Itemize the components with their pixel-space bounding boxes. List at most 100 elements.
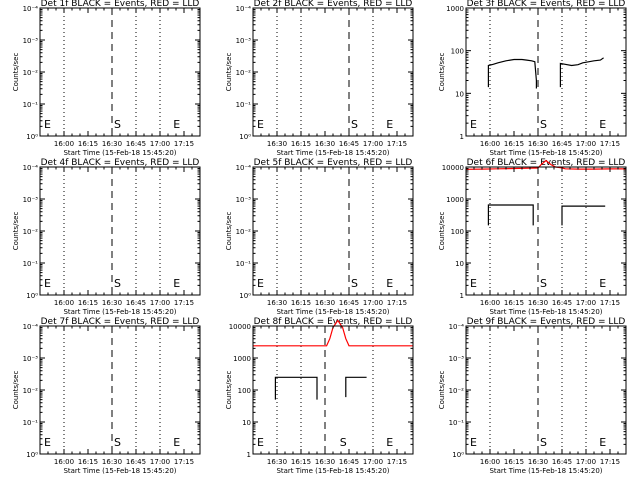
x-tick-label: 16:30 <box>315 299 335 307</box>
start-marker: S <box>540 277 547 290</box>
x-tick-label: 17:15 <box>387 140 407 148</box>
y-tick-label: 1000 <box>446 5 464 13</box>
events-rate-line <box>559 57 604 88</box>
x-axis-label: Start Time (15-Feb-18 15:45:20) <box>276 308 389 316</box>
y-tick-label: 10 <box>242 419 251 427</box>
x-tick-label: 16:45 <box>552 458 572 466</box>
chart-title: Det 7f BLACK = Events, RED = LLD <box>41 317 200 327</box>
x-tick-label: 16:15 <box>504 299 524 307</box>
y-tick-label: 10⁻⁴ <box>23 5 39 13</box>
x-tick-label: 16:00 <box>54 458 74 466</box>
x-tick-label: 16:45 <box>126 140 146 148</box>
y-tick-label: 10⁻³ <box>23 355 39 363</box>
events-rate-line <box>487 58 538 89</box>
y-tick-label: 1000 <box>446 196 464 204</box>
y-tick-label: 10⁻⁴ <box>449 323 465 331</box>
start-marker: S <box>340 436 347 449</box>
chart-panel-9: Det 9f BLACK = Events, RED = LLD 10⁰ 10⁻¹ 1… <box>438 317 627 475</box>
y-axis-label: Counts/sec <box>438 53 446 92</box>
y-tick-label: 10⁻⁴ <box>23 164 39 172</box>
y-axis-label: Counts/sec <box>225 212 233 251</box>
x-tick-label: 16:45 <box>552 140 572 148</box>
chart-panel-5: Det 5f BLACK = Events, RED = LLD 10⁰ 10⁻¹ 1… <box>225 158 414 316</box>
x-tick-label: 17:15 <box>600 458 620 466</box>
end-marker: E <box>470 436 477 449</box>
x-tick-label: 17:00 <box>363 140 383 148</box>
x-tick-label: 16:30 <box>267 458 287 466</box>
y-axis-label: Counts/sec <box>438 371 446 410</box>
chart-title: Det 4f BLACK = Events, RED = LLD <box>41 158 200 168</box>
x-tick-label: 16:45 <box>339 140 359 148</box>
events-rate-line <box>345 376 367 398</box>
x-tick-label: 16:45 <box>552 299 572 307</box>
y-tick-label: 10⁻³ <box>236 37 252 45</box>
end-marker: E <box>173 436 180 449</box>
y-tick-label: 10⁻² <box>23 228 39 236</box>
x-tick-label: 16:00 <box>480 299 500 307</box>
x-tick-label: 16:15 <box>504 140 524 148</box>
chart-panel-4: Det 4f BLACK = Events, RED = LLD 10⁰ 10⁻¹ 1… <box>12 158 201 316</box>
chart-title: Det 6f BLACK = Events, RED = LLD <box>467 158 626 168</box>
end-marker: E <box>470 118 477 131</box>
x-tick-label: 16:15 <box>291 299 311 307</box>
y-tick-label: 10⁻¹ <box>449 419 465 427</box>
x-tick-label: 17:15 <box>387 458 407 466</box>
y-tick-label: 10⁻³ <box>23 37 39 45</box>
y-axis-label: Counts/sec <box>225 53 233 92</box>
x-axis-label: Start Time (15-Feb-18 15:45:20) <box>489 308 602 316</box>
x-tick-label: 16:30 <box>528 140 548 148</box>
y-tick-label: 10⁻¹ <box>23 260 39 268</box>
chart-panel-8: Det 8f BLACK = Events, RED = LLD 1 10 100 10… <box>225 317 414 475</box>
end-marker: E <box>173 118 180 131</box>
end-marker: E <box>386 436 393 449</box>
x-axis-label: Start Time (15-Feb-18 15:45:20) <box>276 467 389 475</box>
y-tick-label: 100 <box>451 48 464 56</box>
x-tick-label: 17:00 <box>150 458 170 466</box>
x-tick-label: 17:15 <box>387 299 407 307</box>
x-tick-label: 16:30 <box>528 458 548 466</box>
x-tick-label: 16:45 <box>339 299 359 307</box>
x-tick-label: 16:30 <box>267 299 287 307</box>
y-tick-label: 10⁰ <box>26 451 38 459</box>
x-tick-label: 16:30 <box>528 299 548 307</box>
x-tick-label: 17:00 <box>150 140 170 148</box>
chart-panel-3: Det 3f BLACK = Events, RED = LLD 1 10 100 10… <box>438 0 627 157</box>
y-axis-label: Counts/sec <box>12 212 20 251</box>
end-marker: E <box>257 277 264 290</box>
events-rate-line <box>274 376 318 400</box>
y-tick-label: 10⁻² <box>449 387 465 395</box>
x-tick-label: 16:30 <box>315 140 335 148</box>
y-tick-label: 10⁻⁴ <box>236 164 252 172</box>
chart-title: Det 8f BLACK = Events, RED = LLD <box>254 317 413 327</box>
end-marker: E <box>599 277 606 290</box>
y-tick-label: 10⁰ <box>239 292 251 300</box>
y-tick-label: 10⁰ <box>452 451 464 459</box>
end-marker: E <box>599 436 606 449</box>
y-tick-label: 10⁻¹ <box>23 101 39 109</box>
x-axis-label: Start Time (15-Feb-18 15:45:20) <box>63 149 176 157</box>
x-tick-label: 16:00 <box>54 299 74 307</box>
chart-title: Det 3f BLACK = Events, RED = LLD <box>467 0 626 9</box>
lld-rate-line <box>253 319 413 347</box>
chart-title: Det 5f BLACK = Events, RED = LLD <box>254 158 413 168</box>
x-tick-label: 16:30 <box>315 458 335 466</box>
x-axis-label: Start Time (15-Feb-18 15:45:20) <box>276 149 389 157</box>
chart-title: Det 9f BLACK = Events, RED = LLD <box>467 317 626 327</box>
end-marker: E <box>386 277 393 290</box>
y-tick-label: 10⁻² <box>23 387 39 395</box>
events-rate-line <box>561 205 606 226</box>
chart-panel-1: Det 1f BLACK = Events, RED = LLD 10⁰ 10⁻¹ 1… <box>12 0 201 157</box>
y-tick-label: 1000 <box>233 355 251 363</box>
x-tick-label: 16:15 <box>504 458 524 466</box>
x-tick-label: 17:00 <box>576 299 596 307</box>
end-marker: E <box>173 277 180 290</box>
y-tick-label: 10 <box>455 90 464 98</box>
x-tick-label: 16:00 <box>480 458 500 466</box>
start-marker: S <box>540 118 547 131</box>
start-marker: S <box>114 436 121 449</box>
y-tick-label: 10000 <box>442 164 464 172</box>
x-tick-label: 16:45 <box>339 458 359 466</box>
y-axis-label: Counts/sec <box>225 371 233 410</box>
end-marker: E <box>44 277 51 290</box>
x-axis-label: Start Time (15-Feb-18 15:45:20) <box>489 467 602 475</box>
